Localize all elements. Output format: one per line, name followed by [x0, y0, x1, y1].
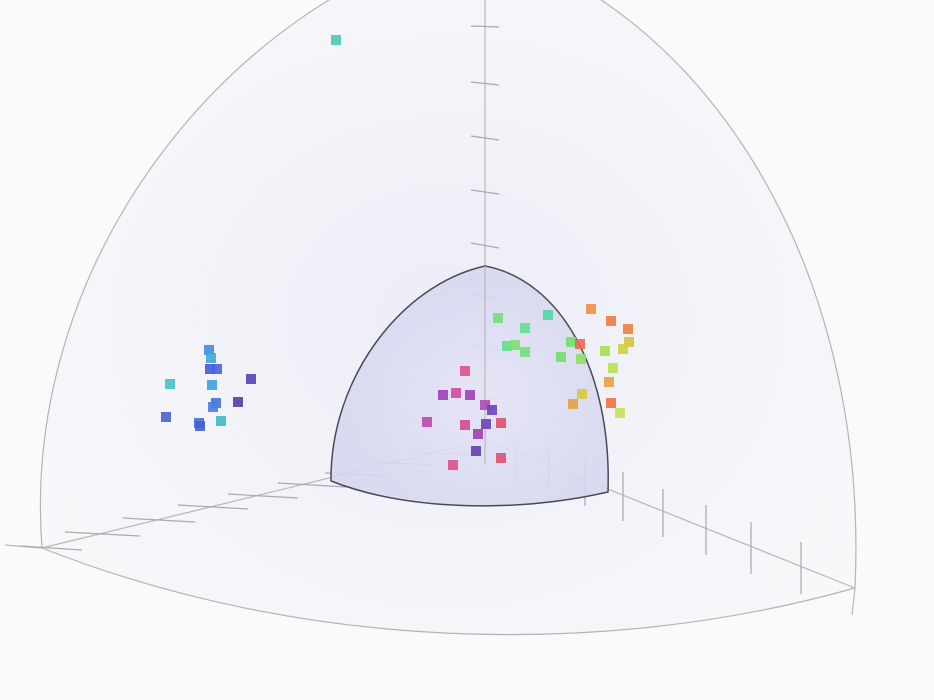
data-point	[586, 304, 596, 314]
data-point	[615, 408, 625, 418]
x-tick	[19, 545, 83, 551]
y-axis-extension	[851, 587, 856, 616]
x-tick	[227, 493, 299, 499]
data-point	[233, 397, 243, 407]
z-tick	[470, 189, 500, 195]
inner-shell	[330, 265, 609, 507]
z-tick	[470, 242, 500, 249]
data-point	[510, 340, 520, 350]
data-point	[448, 460, 458, 470]
data-point	[606, 398, 616, 408]
data-point	[481, 419, 491, 429]
data-point	[331, 35, 341, 45]
data-point	[606, 316, 616, 326]
data-markers	[161, 35, 634, 470]
data-point	[493, 313, 503, 323]
data-point	[624, 337, 634, 347]
data-point	[161, 412, 171, 422]
data-point	[576, 354, 586, 364]
x-tick	[64, 531, 141, 537]
data-point	[496, 418, 506, 428]
data-point	[480, 400, 490, 410]
data-point	[205, 364, 215, 374]
data-point	[543, 310, 553, 320]
data-point	[451, 388, 461, 398]
data-point	[165, 379, 175, 389]
data-point	[473, 429, 483, 439]
data-point	[520, 347, 530, 357]
data-point	[520, 323, 530, 333]
data-point	[208, 402, 218, 412]
data-point	[575, 339, 585, 349]
data-point	[195, 421, 205, 431]
x-tick	[122, 517, 196, 523]
z-tick	[470, 135, 500, 141]
data-point	[422, 417, 432, 427]
data-point	[577, 389, 587, 399]
z-tick	[470, 25, 500, 28]
data-point	[600, 346, 610, 356]
data-point	[618, 344, 628, 354]
data-point	[206, 353, 216, 363]
data-point	[623, 324, 633, 334]
data-point	[568, 399, 578, 409]
data-point	[604, 377, 614, 387]
data-point	[608, 363, 618, 373]
data-point	[438, 390, 448, 400]
data-point	[502, 341, 512, 351]
data-point	[487, 405, 497, 415]
data-point	[246, 374, 256, 384]
data-point	[460, 366, 470, 376]
x-tick	[177, 504, 249, 510]
data-point	[460, 420, 470, 430]
data-point	[471, 446, 481, 456]
data-point	[556, 352, 566, 362]
data-point	[216, 416, 226, 426]
data-point	[204, 345, 214, 355]
data-point	[566, 337, 576, 347]
data-point	[496, 453, 506, 463]
z-tick	[470, 81, 500, 86]
data-point	[207, 380, 217, 390]
data-point	[212, 364, 222, 374]
x-tick	[277, 482, 347, 488]
data-point	[465, 390, 475, 400]
